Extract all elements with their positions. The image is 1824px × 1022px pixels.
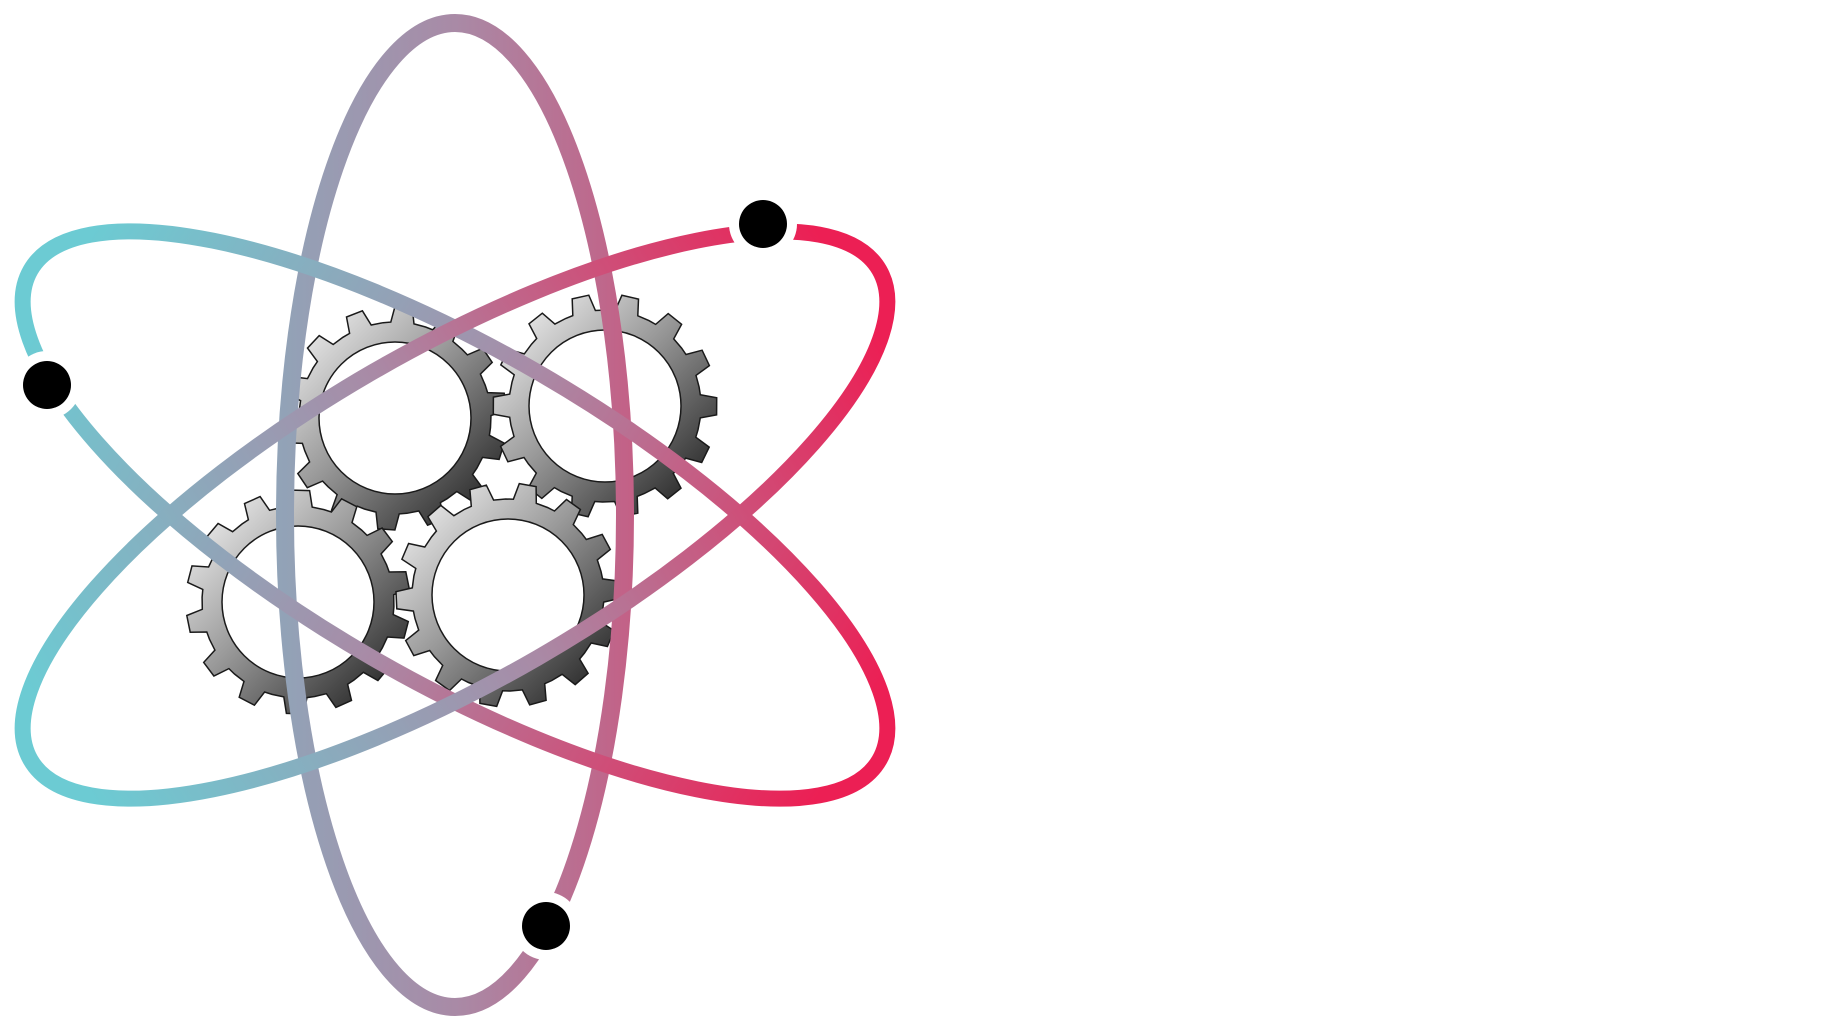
electron-left	[23, 361, 71, 409]
orbit-diagonal-up	[14, 223, 896, 807]
electron-bottom	[522, 902, 570, 950]
electron-top-right	[739, 200, 787, 248]
electrons-group	[13, 190, 797, 960]
orbit-vertical	[276, 14, 634, 1016]
orbits-group	[14, 14, 896, 1016]
gears-group	[185, 294, 718, 715]
orbit-diagonal-down	[14, 223, 896, 807]
